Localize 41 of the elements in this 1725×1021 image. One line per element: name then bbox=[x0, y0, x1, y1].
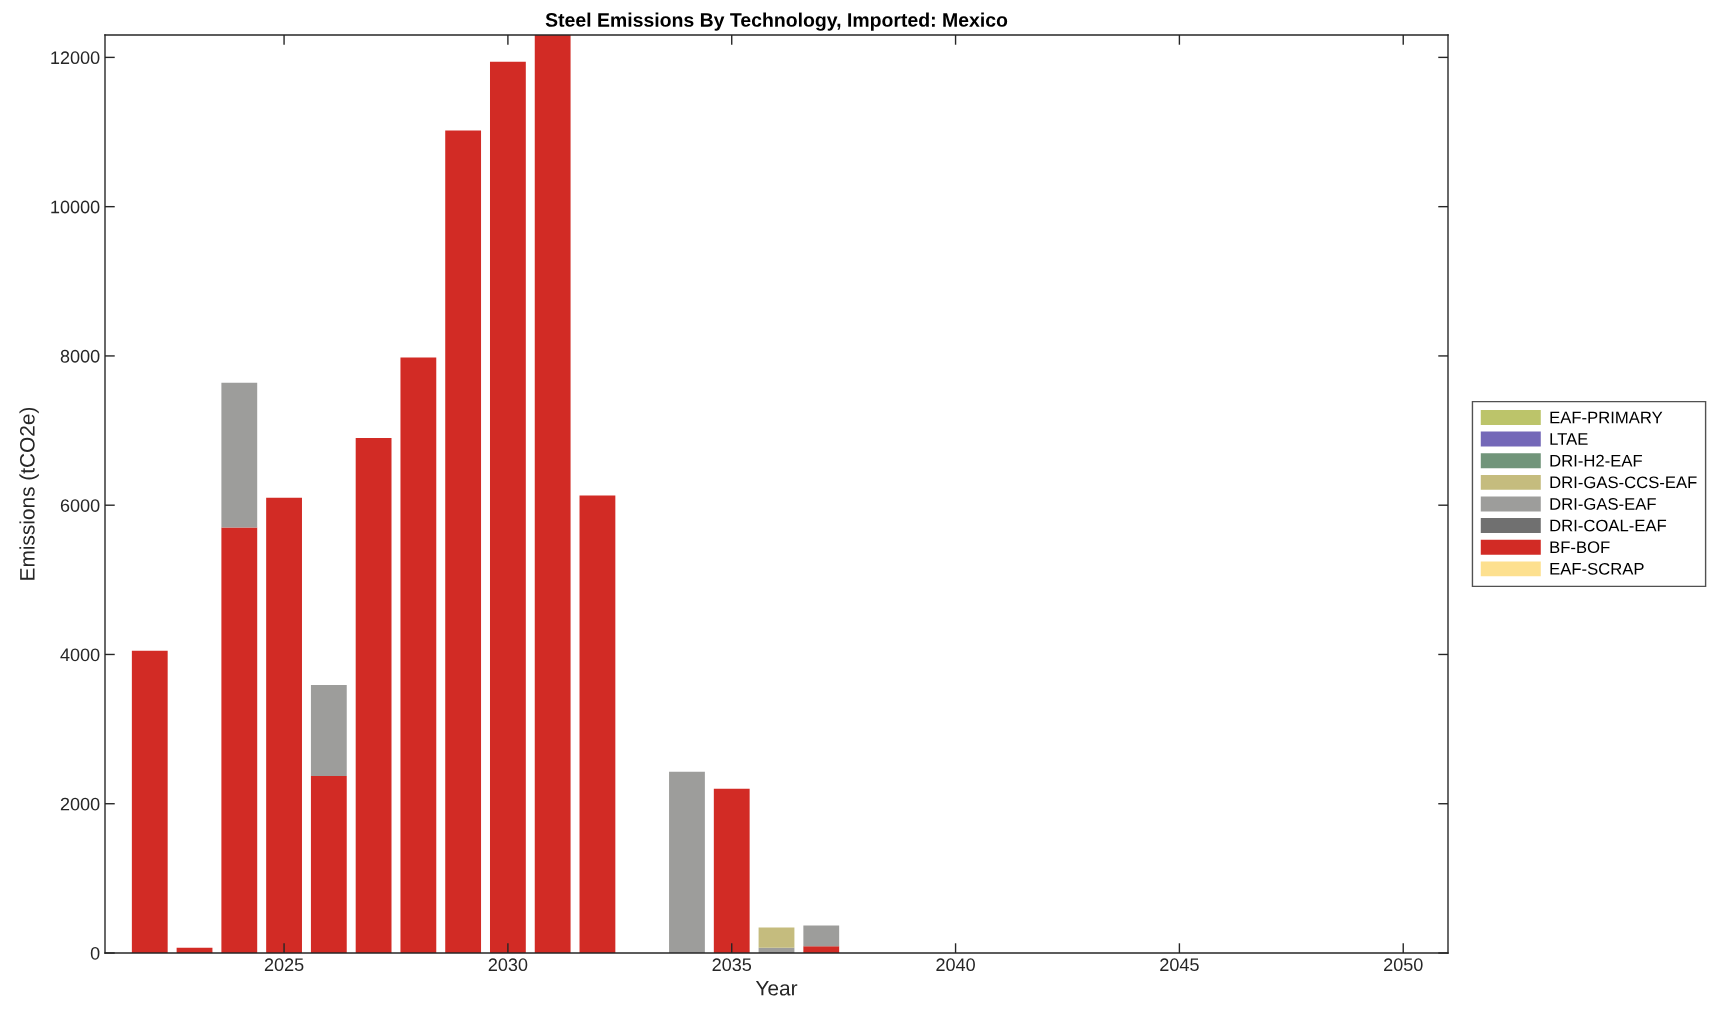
x-tick-label: 2030 bbox=[488, 958, 528, 972]
y-tick-label: 2000 bbox=[60, 797, 100, 811]
y-tick-label: 10000 bbox=[51, 200, 100, 214]
bar bbox=[221, 382, 258, 528]
y-tick-label: 4000 bbox=[60, 648, 100, 662]
x-tick-label: 2050 bbox=[1384, 958, 1423, 972]
x-tick-label: 2025 bbox=[264, 958, 304, 972]
x-axis-title: Year bbox=[755, 981, 798, 996]
y-tick-label: 8000 bbox=[60, 349, 100, 363]
legend-label: EAF-PRIMARY bbox=[1550, 411, 1663, 424]
bar bbox=[803, 946, 840, 953]
x-tick-label: 2045 bbox=[1160, 958, 1199, 972]
legend-label: DRI-GAS-CCS-EAF bbox=[1550, 476, 1697, 489]
y-axis-title: Emissions (tCO2e) bbox=[19, 407, 39, 580]
bar bbox=[266, 497, 302, 953]
legend-label: EAF-SCRAP bbox=[1550, 562, 1644, 575]
bar bbox=[669, 771, 705, 953]
bar bbox=[310, 776, 347, 953]
bar bbox=[534, 35, 571, 953]
bar bbox=[803, 925, 840, 947]
y-tick-label: 12000 bbox=[51, 51, 100, 65]
bar bbox=[489, 61, 526, 953]
bar bbox=[400, 357, 437, 953]
legend-label: LTAE bbox=[1550, 433, 1588, 445]
legend-label: DRI-H2-EAF bbox=[1550, 454, 1642, 467]
x-tick-label: 2040 bbox=[936, 958, 975, 972]
y-tick-label: 0 bbox=[90, 946, 100, 960]
x-tick-label: 2035 bbox=[712, 958, 752, 972]
legend-label: DRI-COAL-EAF bbox=[1550, 519, 1667, 532]
bar bbox=[579, 495, 616, 953]
legend-label: BF-BOF bbox=[1550, 541, 1610, 554]
y-tick-label: 6000 bbox=[60, 499, 100, 512]
bar bbox=[445, 130, 482, 953]
bar bbox=[713, 788, 750, 953]
bar bbox=[310, 685, 347, 777]
legend-label: DRI-GAS-EAF bbox=[1550, 498, 1656, 510]
bar bbox=[131, 650, 168, 953]
bar bbox=[355, 438, 392, 953]
bar bbox=[758, 927, 795, 948]
bar bbox=[221, 527, 258, 953]
chart-title: Steel Emissions By Technology, Imported: Mexico bbox=[545, 12, 1008, 31]
